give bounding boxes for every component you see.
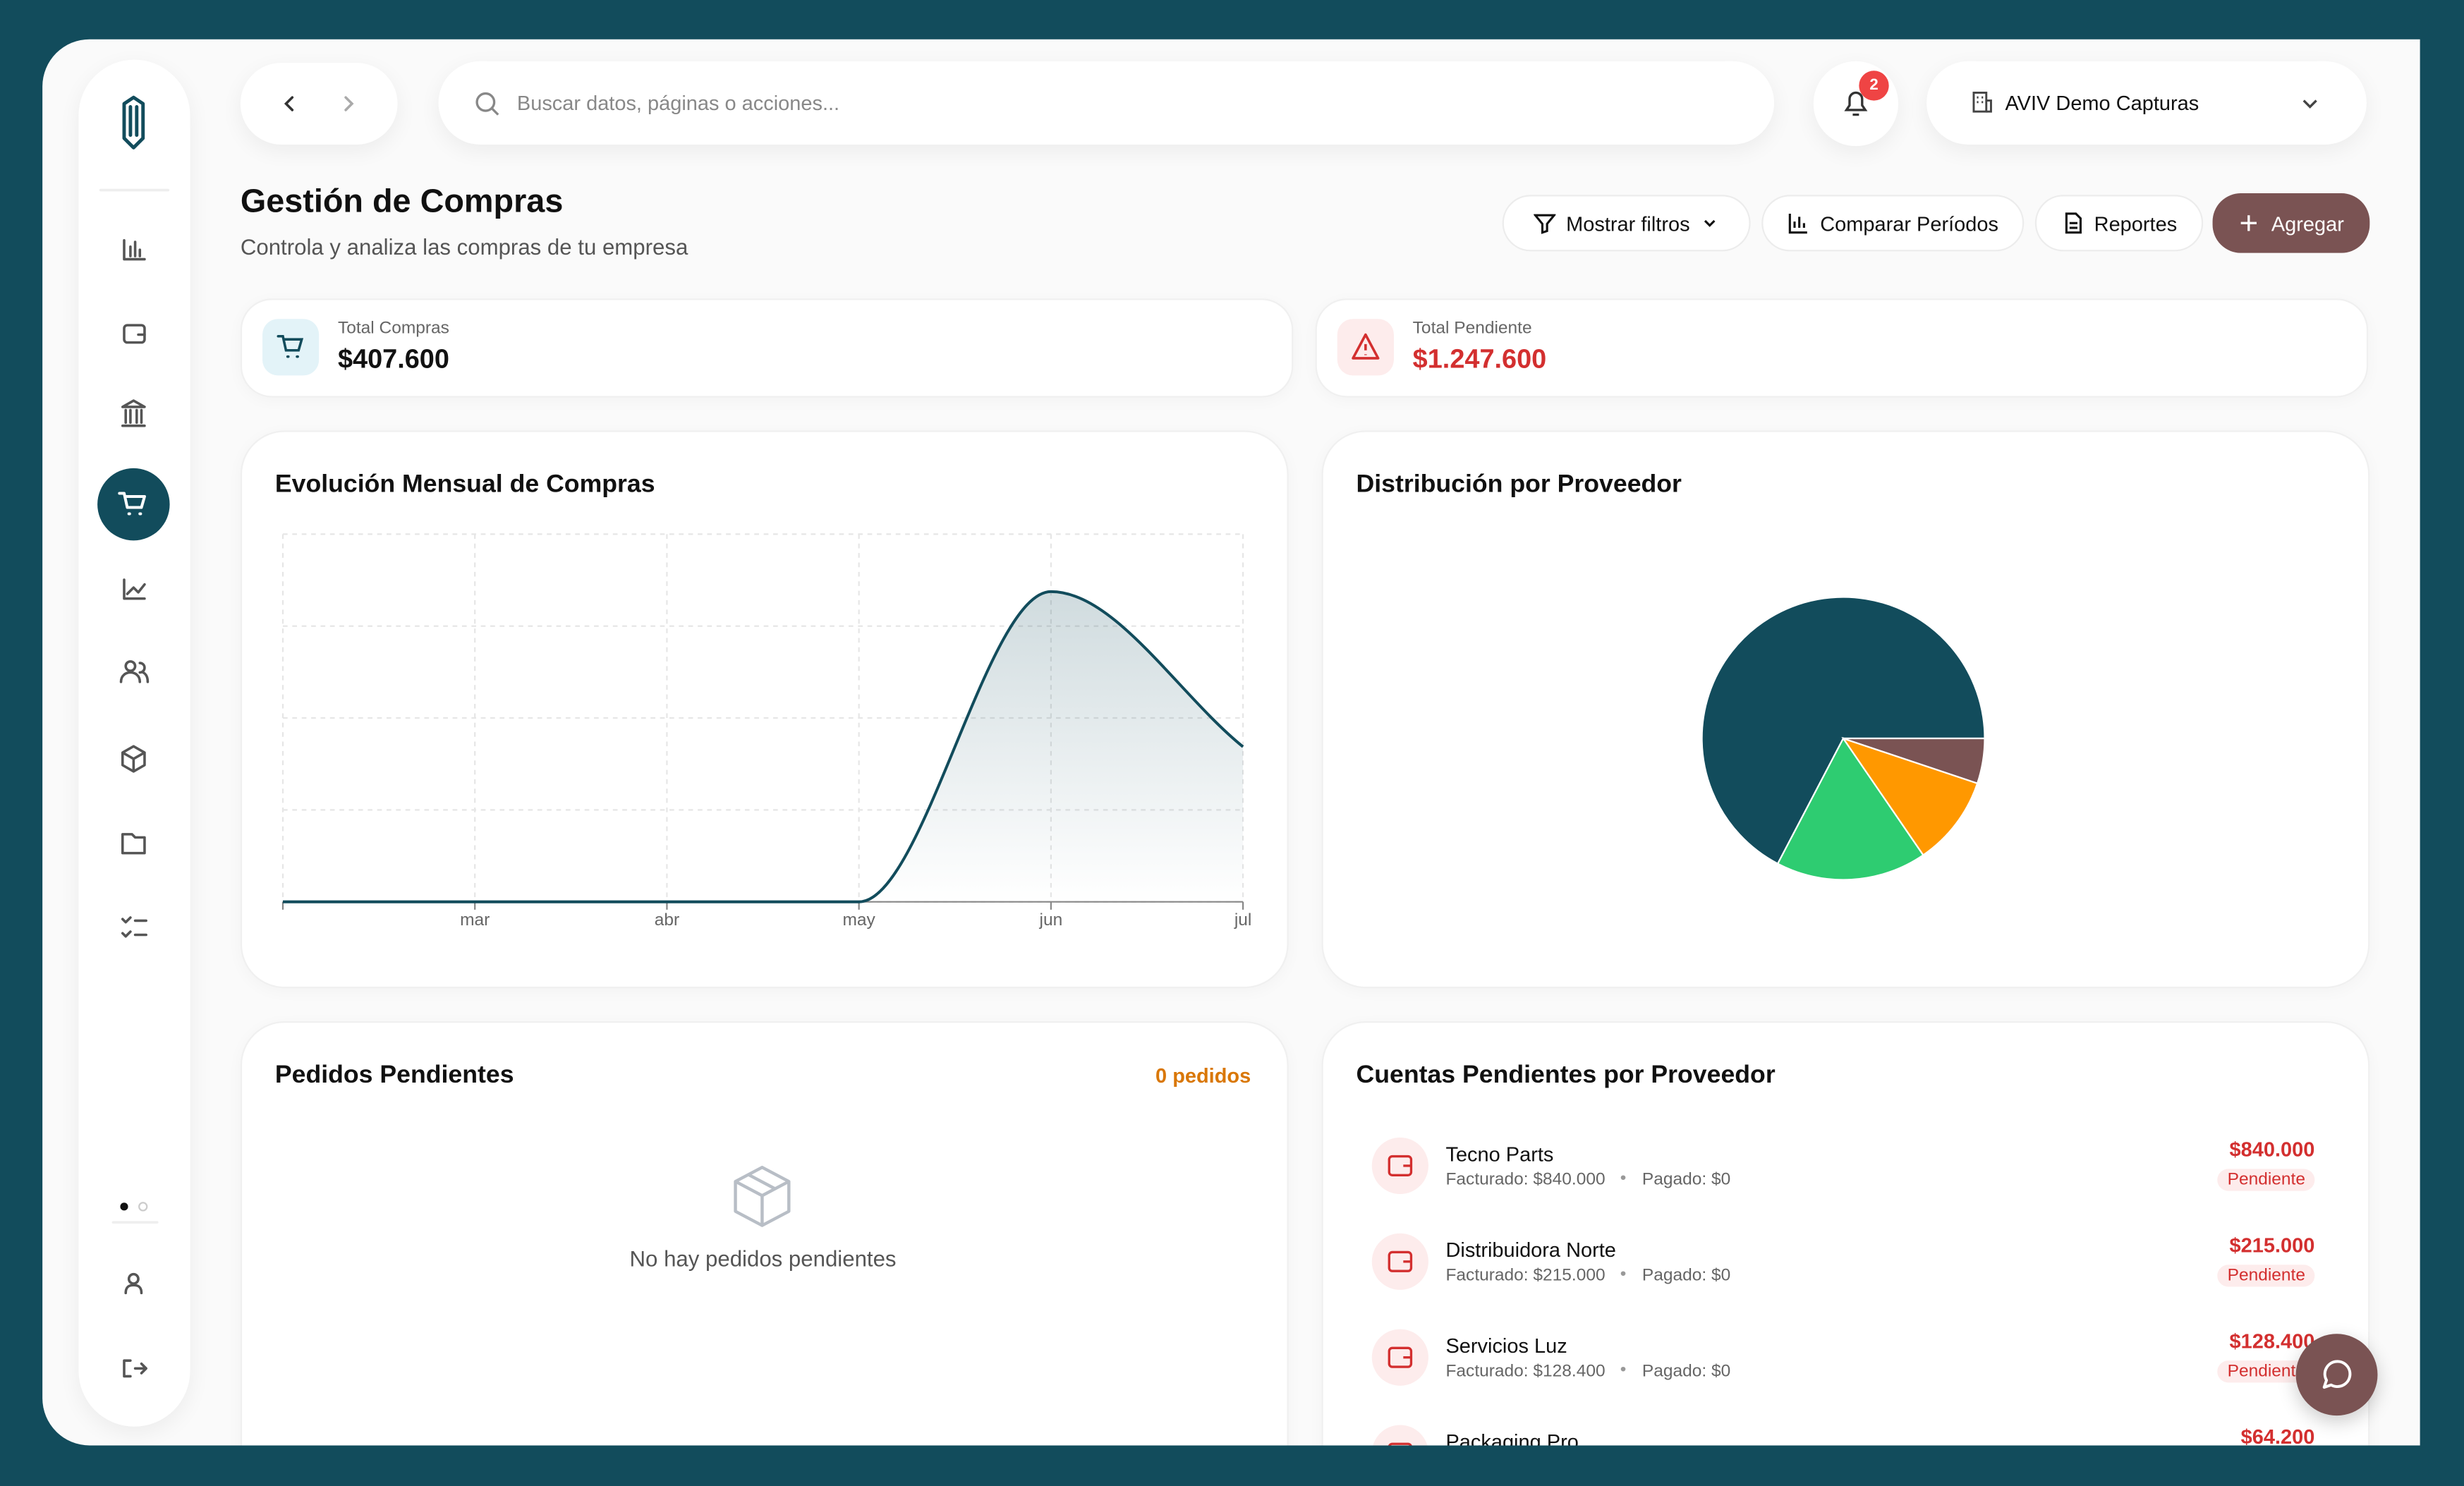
card-title: Pedidos Pendientes <box>274 1061 514 1089</box>
chevron <box>1704 219 1716 227</box>
account-icon <box>1371 1329 1428 1386</box>
status-badge: Pendiente <box>2218 1169 2315 1191</box>
button-label: Agregar <box>2271 211 2344 236</box>
button-label: Reportes <box>2094 211 2178 236</box>
line <box>282 590 1244 903</box>
account-invoiced: Facturado: $128.400 <box>1445 1362 1606 1382</box>
notification-badge: 2 <box>1859 71 1889 101</box>
search-icon <box>475 92 499 116</box>
org-selector[interactable] <box>1926 61 2367 145</box>
pie-slice <box>1701 596 1986 865</box>
account-amount: $128.400 <box>2229 1329 2315 1353</box>
filter-icon <box>1533 214 1555 234</box>
empty-message: No hay pedidos pendientes <box>629 1246 897 1272</box>
plus-icon <box>2241 215 2257 231</box>
wallet-icon <box>1388 1442 1412 1446</box>
stat-icon-bg <box>262 319 320 376</box>
page-title: Gestión de Compras <box>240 183 564 220</box>
account-name: Servicios Luz <box>1445 1334 1567 1358</box>
sidebar <box>78 59 190 1427</box>
card-title: Cuentas Pendientes por Proveedor <box>1356 1061 1776 1089</box>
account-invoiced: Facturado: $840.000 <box>1445 1170 1606 1190</box>
chart-title: Distribución por Proveedor <box>1356 471 1682 499</box>
orders-count: 0 pedidos <box>1155 1064 1251 1088</box>
orders-card <box>240 1021 1289 1446</box>
account-icon <box>1371 1233 1428 1290</box>
doc-icon <box>2065 212 2082 234</box>
page-subtitle: Controla y analiza las compras de tu emp… <box>240 233 688 260</box>
x-tick-label: mar <box>460 911 490 930</box>
org-icon <box>1972 91 1992 113</box>
account-paid: Pagado: $0 <box>1641 1362 1731 1382</box>
stat-label: Total Pendiente <box>1412 319 1532 338</box>
account-icon <box>1371 1425 1428 1446</box>
page-dot[interactable] <box>120 1202 128 1211</box>
account-paid: Pagado: $0 <box>1641 1266 1731 1286</box>
wallet-icon <box>1388 1155 1413 1176</box>
wallet-icon <box>1388 1346 1413 1368</box>
x-tick-label: abr <box>655 911 679 930</box>
x-tick-label: jul <box>1234 911 1252 930</box>
search-placeholder[interactable]: Buscar datos, páginas o acciones... <box>516 91 840 115</box>
chart-title: Evolución Mensual de Compras <box>274 471 655 499</box>
x-tick-label: may <box>843 911 876 930</box>
org-name: AVIV Demo Capturas <box>2005 91 2199 115</box>
stat-value: $1.247.600 <box>1412 343 1547 374</box>
charts: mar abr may jun jul <box>281 533 1986 930</box>
button-label: Mostrar filtros <box>1566 211 1690 236</box>
stat-value: $407.600 <box>337 343 449 374</box>
compare-button[interactable]: Comparar Períodos <box>1761 195 2025 252</box>
page-dot[interactable] <box>138 1202 148 1212</box>
wallet-icon <box>1388 1250 1413 1272</box>
account-amount: $215.000 <box>2229 1233 2315 1257</box>
account-name: Tecno Parts <box>1445 1142 1554 1166</box>
chat-icon <box>2322 1360 2352 1389</box>
history-nav <box>240 63 398 145</box>
app-window: Buscar datos, páginas o acciones... 2 AV… <box>42 39 2420 1446</box>
empty-box-icon <box>734 1165 791 1227</box>
pie-slice <box>1841 736 1979 856</box>
separator: • <box>1620 1265 1627 1284</box>
x-tick-label: jun <box>1039 911 1063 930</box>
chevron <box>2302 99 2317 109</box>
button-label: Comparar Períodos <box>1820 211 1998 236</box>
filter-button[interactable]: Mostrar filtros <box>1502 195 1751 252</box>
account-paid: Pagado: $0 <box>1641 1170 1731 1190</box>
stat-card <box>240 298 1294 398</box>
app-content: Buscar datos, páginas o acciones... 2 AV… <box>42 39 2420 1446</box>
account-invoiced: Facturado: $215.000 <box>1445 1266 1606 1286</box>
chat-button[interactable] <box>2295 1334 2378 1416</box>
cart-icon <box>277 334 304 358</box>
account-name: Distribuidora Norte <box>1445 1238 1616 1262</box>
logo <box>122 95 145 150</box>
search-bar[interactable] <box>438 61 1775 145</box>
account-icons[interactable] <box>123 1272 147 1378</box>
account-name: Packaging Pro <box>1445 1430 1579 1446</box>
separator: • <box>1620 1360 1627 1380</box>
stat-label: Total Compras <box>337 319 449 338</box>
add-button[interactable]: Agregar <box>2212 193 2370 253</box>
sidebar-icons <box>97 95 170 1378</box>
history-arrows[interactable] <box>241 63 398 145</box>
area <box>282 591 1244 902</box>
cart-icon <box>118 492 146 516</box>
pie-slice <box>1776 736 1924 881</box>
chart-icon <box>1789 213 1808 234</box>
accounts-card <box>1321 1021 2370 1446</box>
account-amount: $840.000 <box>2229 1137 2315 1162</box>
stat-card <box>1315 298 2369 398</box>
account-amount: $64.200 <box>2240 1425 2315 1446</box>
alert-icon <box>1352 333 1380 360</box>
pie-slice <box>1843 737 1986 785</box>
bell-icon <box>1844 91 1868 116</box>
account-icon <box>1371 1137 1428 1195</box>
status-badge: Pendiente <box>2218 1265 2315 1287</box>
nav-icons[interactable] <box>119 239 150 938</box>
nav-active[interactable] <box>97 468 170 541</box>
separator: • <box>1620 1169 1627 1188</box>
reports-button[interactable]: Reportes <box>2034 195 2204 252</box>
